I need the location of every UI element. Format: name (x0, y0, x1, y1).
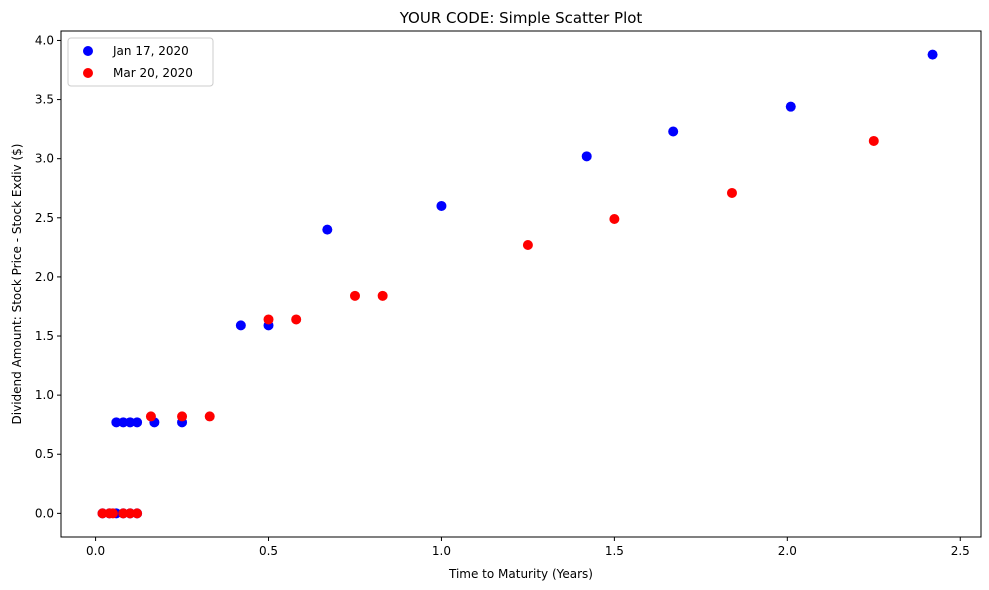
x-tick-label: 1.5 (605, 544, 624, 558)
data-point-mar (107, 508, 118, 519)
data-point-jan (927, 49, 938, 60)
y-tick-label: 0.5 (35, 447, 54, 461)
legend-marker-jan (83, 46, 93, 56)
data-point-jan (322, 224, 333, 235)
x-tick-label: 0.0 (86, 544, 105, 558)
x-tick-label: 0.5 (259, 544, 278, 558)
data-point-mar (97, 508, 108, 519)
x-axis: 0.0 0.5 1.0 1.5 2.0 2.5 (86, 537, 970, 558)
x-axis-label: Time to Maturity (Years) (448, 567, 593, 581)
y-tick-label: 1.0 (35, 388, 54, 402)
data-point-jan (125, 417, 136, 428)
y-axis: 0.0 0.5 1.0 1.5 2.0 2.5 3.0 3.5 4.0 (35, 33, 61, 520)
legend-label-jan: Jan 17, 2020 (112, 44, 189, 58)
data-point-mar (609, 213, 620, 224)
data-point-jan (785, 101, 796, 112)
legend-box (67, 37, 214, 87)
y-tick-label: 1.5 (35, 329, 54, 343)
y-tick-label: 0.0 (35, 506, 54, 520)
data-point-jan (436, 200, 447, 211)
x-tick-label: 2.5 (951, 544, 970, 558)
data-point-mar (125, 508, 136, 519)
legend: Jan 17, 2020 Mar 20, 2020 (67, 37, 214, 87)
data-point-mar (132, 508, 143, 519)
y-tick-label: 3.5 (35, 93, 54, 107)
data-point-mar (145, 411, 156, 422)
data-point-mar (377, 290, 388, 301)
data-point-mar (263, 314, 274, 325)
data-point-jan (111, 417, 122, 428)
data-point-jan (235, 320, 246, 331)
x-tick-label: 2.0 (778, 544, 797, 558)
legend-marker-mar (83, 68, 93, 78)
axes-frame (60, 30, 982, 538)
data-point-jan (668, 126, 679, 137)
data-point-jan (132, 417, 143, 428)
y-axis-label: Dividend Amount: Stock Price - Stock Exd… (10, 144, 24, 425)
y-tick-label: 2.0 (35, 270, 54, 284)
data-point-jan (118, 417, 129, 428)
data-point-jan (581, 151, 592, 162)
data-point-mar (177, 411, 188, 422)
legend-label-mar: Mar 20, 2020 (113, 66, 193, 80)
data-point-mar (868, 135, 879, 146)
x-tick-label: 1.0 (432, 544, 451, 558)
plot-area (97, 49, 938, 519)
y-tick-label: 3.0 (35, 152, 54, 166)
y-tick-label: 2.5 (35, 211, 54, 225)
data-point-mar (118, 508, 129, 519)
chart-title: YOUR CODE: Simple Scatter Plot (399, 9, 643, 27)
y-tick-label: 4.0 (35, 33, 54, 47)
data-point-mar (522, 239, 533, 250)
data-point-mar (726, 187, 737, 198)
data-point-mar (204, 411, 215, 422)
data-point-mar (349, 290, 360, 301)
data-point-mar (291, 314, 302, 325)
